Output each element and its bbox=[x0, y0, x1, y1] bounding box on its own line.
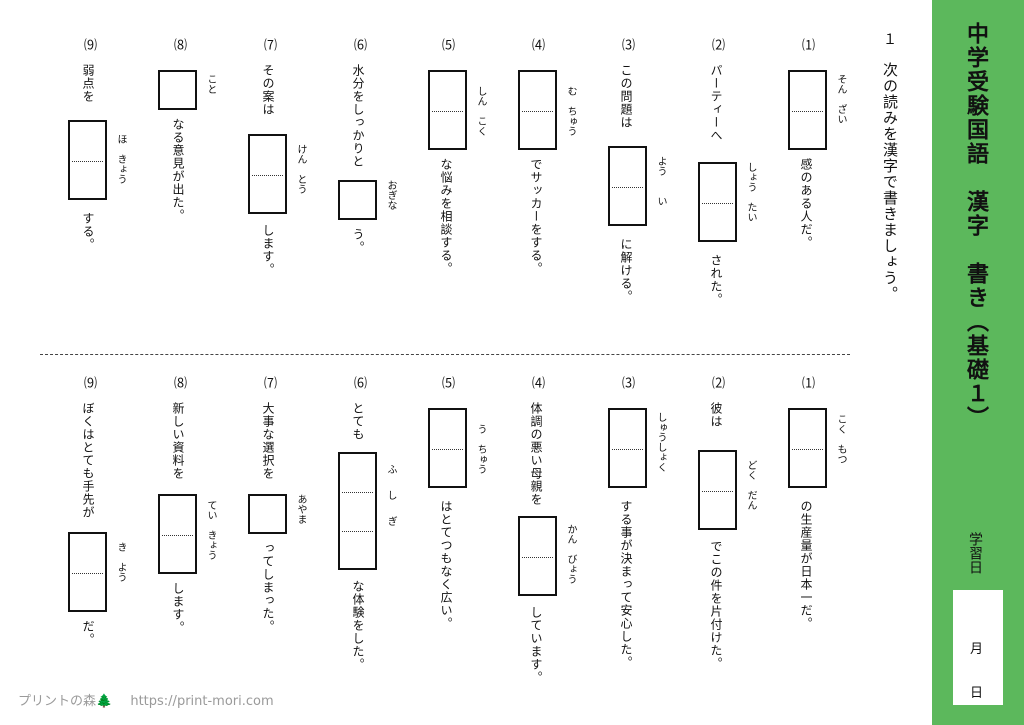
item-number: ⑸ bbox=[439, 38, 454, 51]
item-number: ⑴ bbox=[799, 376, 814, 389]
sentence-after: された。 bbox=[709, 254, 723, 306]
day-label: 日 bbox=[970, 686, 984, 701]
sentence-after: なる意見が出た。 bbox=[171, 118, 185, 222]
sentence-after: する事が決まって安心した。 bbox=[619, 500, 633, 669]
item-number: ⑴ bbox=[799, 38, 814, 51]
furigana: ほ きょう bbox=[115, 134, 126, 184]
furigana: しゅうしょく bbox=[655, 412, 666, 472]
sentence-before: 水分をしっかりと bbox=[351, 64, 365, 168]
answer-box[interactable] bbox=[608, 146, 647, 226]
sentence-before: 新しい資料を bbox=[171, 402, 185, 480]
item-number: ⑷ bbox=[529, 38, 544, 51]
answer-box[interactable] bbox=[608, 408, 647, 488]
answer-box[interactable] bbox=[68, 120, 107, 200]
furigana: こと bbox=[205, 74, 216, 94]
furigana: しん こく bbox=[475, 86, 486, 136]
item-number: ⑻ bbox=[171, 38, 186, 51]
answer-box[interactable] bbox=[248, 134, 287, 214]
item-number: ⑺ bbox=[261, 38, 276, 51]
furigana: しょう たい bbox=[745, 162, 756, 222]
item-number: ⑷ bbox=[529, 376, 544, 389]
sentence-before: 体調の悪い母親を bbox=[529, 402, 543, 506]
furigana: き よう bbox=[115, 542, 126, 582]
sentence-after: します。 bbox=[261, 224, 275, 276]
sentence-after: だ。 bbox=[81, 620, 95, 646]
sentence-before: ぼくはとても手先が bbox=[81, 402, 95, 519]
question-number: １ bbox=[881, 32, 897, 46]
answer-box[interactable] bbox=[788, 408, 827, 488]
answer-box[interactable] bbox=[518, 70, 557, 150]
sentence-before: パーティーへ bbox=[709, 64, 723, 142]
sentence-after: しています。 bbox=[529, 606, 543, 684]
site-name: プリントの森 bbox=[18, 694, 97, 709]
furigana: ふ し ぎ bbox=[385, 464, 396, 529]
site-url-link[interactable]: https://print-mori.com bbox=[130, 694, 274, 709]
furigana: どく だん bbox=[745, 460, 756, 510]
sentence-after: に解ける。 bbox=[619, 238, 633, 303]
sentence-after: はとてつもなく広い。 bbox=[439, 500, 453, 630]
tree-icon: 🌲 bbox=[96, 694, 113, 709]
item-number: ⑹ bbox=[351, 376, 366, 389]
furigana: おぎな bbox=[385, 180, 396, 210]
sentence-after: 感のある人だ。 bbox=[799, 158, 813, 249]
answer-box[interactable] bbox=[428, 70, 467, 150]
answer-box[interactable] bbox=[698, 450, 737, 530]
answer-box[interactable] bbox=[698, 162, 737, 242]
furigana: あやま bbox=[295, 494, 306, 524]
item-number: ⑵ bbox=[709, 38, 724, 51]
item-number: ⑺ bbox=[261, 376, 276, 389]
item-number: ⑸ bbox=[439, 376, 454, 389]
study-date-label: 学習日 bbox=[967, 532, 983, 574]
answer-box[interactable] bbox=[158, 70, 197, 110]
answer-box[interactable] bbox=[68, 532, 107, 612]
section-divider bbox=[40, 354, 850, 355]
answer-box[interactable] bbox=[428, 408, 467, 488]
item-number: ⑼ bbox=[81, 376, 96, 389]
sentence-after: の生産量が日本一だ。 bbox=[799, 500, 813, 630]
sentence-before: この問題は bbox=[619, 64, 633, 129]
furigana: そん ざい bbox=[835, 74, 846, 124]
item-number: ⑵ bbox=[709, 376, 724, 389]
sentence-after: する。 bbox=[81, 212, 95, 251]
month-label: 月 bbox=[970, 642, 984, 657]
answer-box[interactable] bbox=[338, 452, 377, 570]
answer-box[interactable] bbox=[338, 180, 377, 220]
footer: プリントの森🌲 https://print-mori.com bbox=[18, 690, 274, 709]
sentence-after: な体験をした。 bbox=[351, 580, 365, 671]
sentence-before: 大事な選択を bbox=[261, 402, 275, 480]
furigana: う ちゅう bbox=[475, 424, 486, 474]
item-number: ⑶ bbox=[619, 38, 634, 51]
worksheet-title: 中学受験国語 漢字 書き（基礎１） bbox=[963, 22, 988, 430]
answer-box[interactable] bbox=[158, 494, 197, 574]
item-number: ⑼ bbox=[81, 38, 96, 51]
sentence-after: な悩みを相談する。 bbox=[439, 158, 453, 275]
answer-box[interactable] bbox=[788, 70, 827, 150]
item-number: ⑻ bbox=[171, 376, 186, 389]
sentence-after: う。 bbox=[351, 228, 365, 254]
furigana: けん とう bbox=[295, 144, 306, 194]
sentence-before: 彼は bbox=[709, 402, 723, 428]
item-number: ⑶ bbox=[619, 376, 634, 389]
sentence-before: その案は bbox=[261, 64, 275, 116]
furigana: よう い bbox=[655, 156, 666, 206]
furigana: む ちゅう bbox=[565, 86, 576, 136]
furigana: てい きょう bbox=[205, 500, 216, 560]
sentence-after: でこの件を片付けた。 bbox=[709, 540, 723, 670]
sentence-after: ってしまった。 bbox=[261, 542, 275, 633]
sentence-after: でサッカーをする。 bbox=[529, 158, 543, 275]
sentence-before: とても bbox=[351, 402, 365, 441]
answer-box[interactable] bbox=[518, 516, 557, 596]
study-date-box: 月 日 bbox=[953, 590, 1003, 705]
answer-box[interactable] bbox=[248, 494, 287, 534]
sentence-before: 弱点を bbox=[81, 64, 95, 103]
item-number: ⑹ bbox=[351, 38, 366, 51]
furigana: かん びょう bbox=[565, 524, 576, 584]
instruction-text: 次の読みを漢字で書きましょう。 bbox=[881, 62, 899, 302]
sentence-after: します。 bbox=[171, 582, 185, 634]
furigana: こく もつ bbox=[835, 414, 846, 464]
